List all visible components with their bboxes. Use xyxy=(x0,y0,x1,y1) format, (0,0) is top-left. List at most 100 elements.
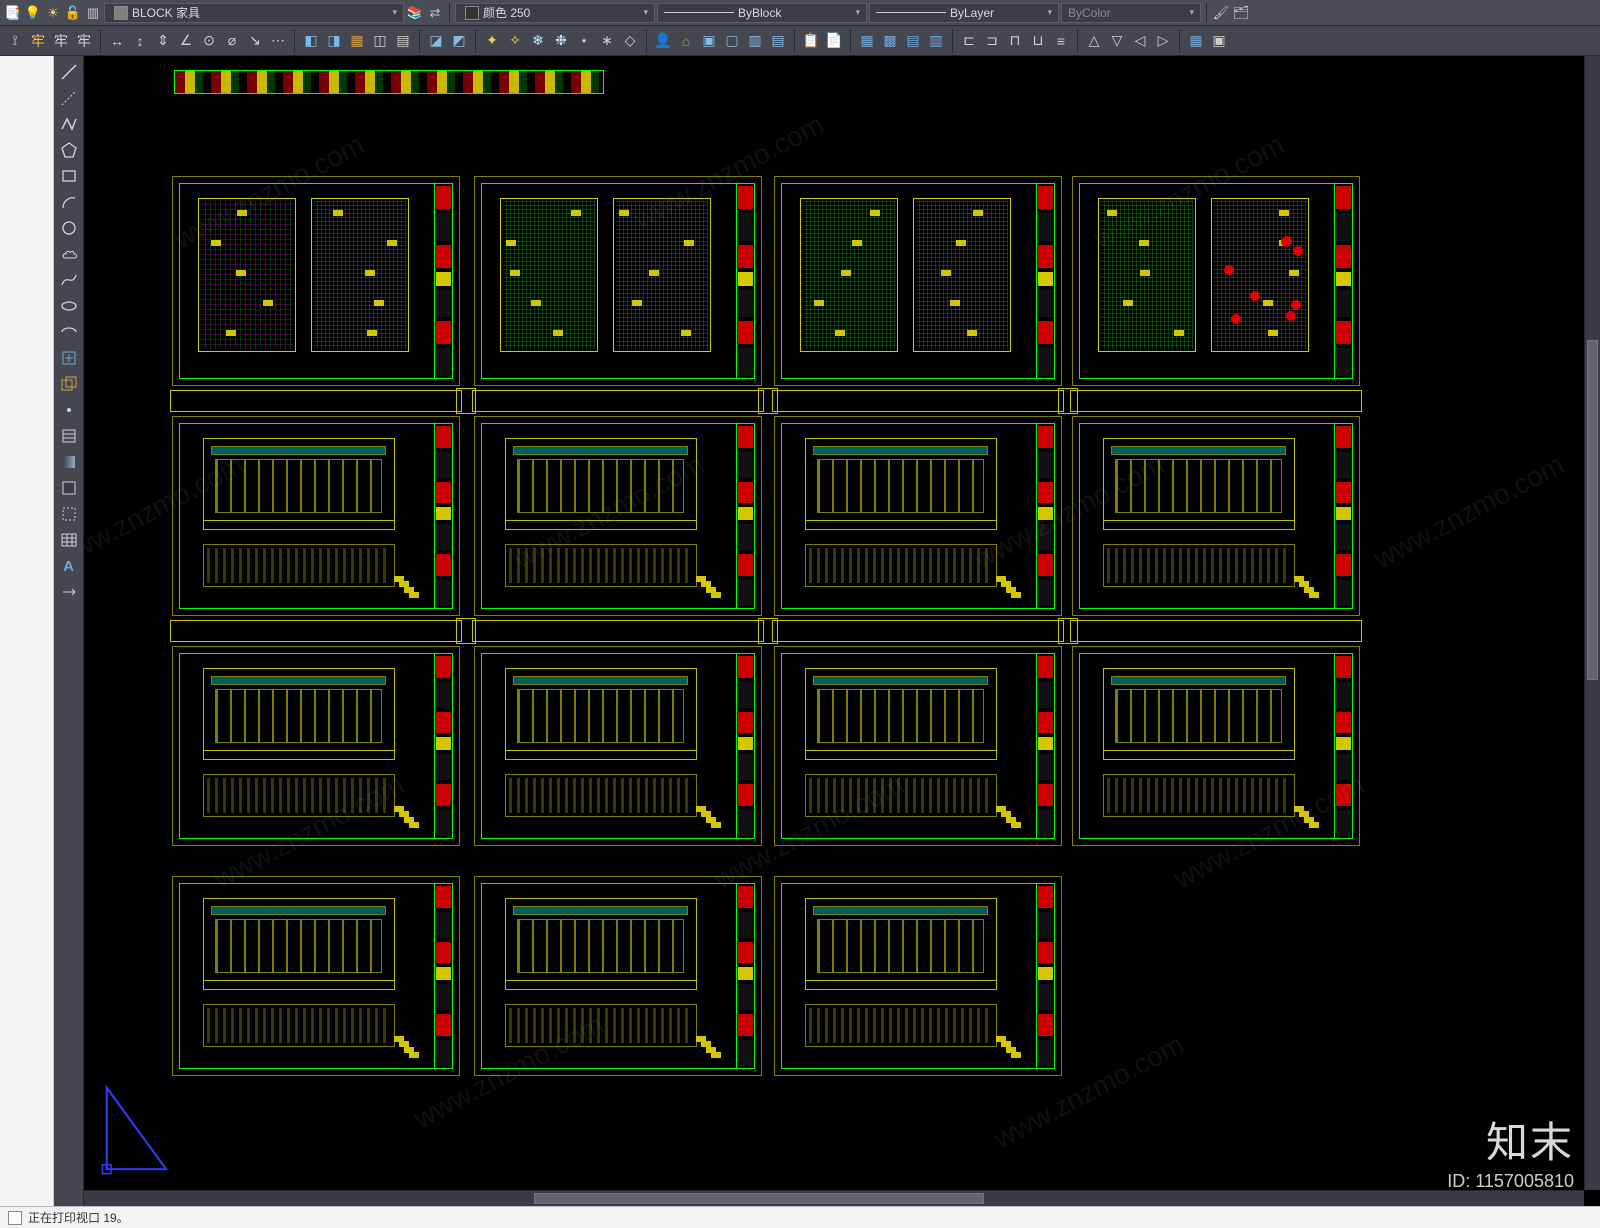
drawing-titleblock xyxy=(434,184,452,378)
grid-icon[interactable]: ▩ xyxy=(879,30,901,52)
scrollbar-thumb[interactable] xyxy=(1587,340,1598,680)
point-tool-icon[interactable] xyxy=(57,398,81,422)
tool-icon[interactable]: ◇ xyxy=(619,30,641,52)
tool-icon[interactable]: 牢 xyxy=(27,30,49,52)
horizontal-scrollbar[interactable] xyxy=(84,1190,1584,1206)
drawing-titleblock xyxy=(1334,654,1352,838)
box-icon[interactable]: ▢ xyxy=(721,30,743,52)
text-tool-icon[interactable]: A xyxy=(57,554,81,578)
block-icon[interactable]: ◧ xyxy=(300,30,322,52)
radius-icon[interactable]: ⊙ xyxy=(198,30,220,52)
linetype-dropdown[interactable]: ByBlock ▾ xyxy=(657,3,867,23)
chevron-down-icon: ▾ xyxy=(1047,7,1052,18)
clipboard-icon[interactable]: 📋 xyxy=(800,30,822,52)
ray-tool-icon[interactable] xyxy=(57,86,81,110)
viewcube-icon[interactable]: ◪ xyxy=(425,30,447,52)
layers-icon[interactable]: ▥ xyxy=(84,4,102,22)
tool-icon[interactable]: 牢 xyxy=(73,30,95,52)
line-tool-icon[interactable] xyxy=(57,60,81,84)
grid-icon[interactable]: ▥ xyxy=(925,30,947,52)
plotstyle-dropdown[interactable]: ByColor ▾ xyxy=(1061,3,1201,23)
ellipse-tool-icon[interactable] xyxy=(57,294,81,318)
lineweight-dropdown[interactable]: ByLayer ▾ xyxy=(869,3,1059,23)
box-icon[interactable]: ▥ xyxy=(744,30,766,52)
render-icon[interactable]: ◩ xyxy=(448,30,470,52)
polygon-tool-icon[interactable] xyxy=(57,138,81,162)
scrollbar-thumb[interactable] xyxy=(534,1193,984,1204)
angle-icon[interactable]: ∠ xyxy=(175,30,197,52)
table-icon[interactable]: ▣ xyxy=(1208,30,1230,52)
make-block-icon[interactable] xyxy=(57,372,81,396)
tool-icon[interactable]: ⟟ xyxy=(4,30,26,52)
lightbulb-icon[interactable]: 💡 xyxy=(24,4,42,22)
drawing-sheet xyxy=(172,416,460,616)
box-icon[interactable]: ▣ xyxy=(698,30,720,52)
align-icon[interactable]: ⊏ xyxy=(958,30,980,52)
leader-icon[interactable]: ↘ xyxy=(244,30,266,52)
light-icon[interactable]: ❄ xyxy=(527,30,549,52)
layer-manager-icon[interactable]: 📚 xyxy=(406,4,424,22)
constraint-icon[interactable]: ◁ xyxy=(1129,30,1151,52)
match-properties-icon[interactable]: 🖌 xyxy=(1212,4,1230,22)
palette-icon[interactable]: 🗂 xyxy=(1232,4,1250,22)
tool-icon[interactable]: ⋯ xyxy=(267,30,289,52)
dimension-icon[interactable]: ⇕ xyxy=(152,30,174,52)
vertical-scrollbar[interactable] xyxy=(1584,56,1600,1190)
light-icon[interactable]: ✦ xyxy=(481,30,503,52)
polyline-tool-icon[interactable] xyxy=(57,112,81,136)
revision-cloud-icon[interactable] xyxy=(57,242,81,266)
arc-tool-icon[interactable] xyxy=(57,190,81,214)
distribute-icon[interactable]: ≡ xyxy=(1050,30,1072,52)
rectangle-tool-icon[interactable] xyxy=(57,164,81,188)
color-label: 颜色 250 xyxy=(483,4,530,21)
tool-icon[interactable]: 👤 xyxy=(652,30,674,52)
light-icon[interactable]: ✧ xyxy=(504,30,526,52)
constraint-icon[interactable]: △ xyxy=(1083,30,1105,52)
insert-block-icon[interactable] xyxy=(57,346,81,370)
separator xyxy=(1206,3,1207,23)
model-space-canvas[interactable] xyxy=(84,56,1600,1206)
drawing-sheet xyxy=(774,416,1062,616)
sun-icon[interactable]: ☀ xyxy=(44,4,62,22)
boundary-tool-icon[interactable] xyxy=(57,502,81,526)
grid-icon[interactable]: ▤ xyxy=(902,30,924,52)
dimension-icon[interactable]: ↕ xyxy=(129,30,151,52)
region-tool-icon[interactable] xyxy=(57,476,81,500)
layer-dropdown[interactable]: BLOCK 家具 ▾ xyxy=(104,3,404,23)
clipboard-icon[interactable]: 📄 xyxy=(823,30,845,52)
lock-icon[interactable]: 🔓 xyxy=(64,4,82,22)
circle-tool-icon[interactable] xyxy=(57,216,81,240)
hatch-tool-icon[interactable] xyxy=(57,424,81,448)
tool-icon[interactable]: ◫ xyxy=(369,30,391,52)
align-icon[interactable]: ⊓ xyxy=(1004,30,1026,52)
extend-tool-icon[interactable] xyxy=(57,580,81,604)
gradient-tool-icon[interactable] xyxy=(57,450,81,474)
diameter-icon[interactable]: ⌀ xyxy=(221,30,243,52)
color-swatch xyxy=(465,6,479,20)
tool-icon[interactable]: 牢 xyxy=(50,30,72,52)
table-tool-icon[interactable] xyxy=(57,528,81,552)
align-icon[interactable]: ⊐ xyxy=(981,30,1003,52)
layer-match-icon[interactable]: ⇄ xyxy=(426,4,444,22)
table-icon[interactable]: ▦ xyxy=(1185,30,1207,52)
light-icon[interactable]: ❉ xyxy=(550,30,572,52)
align-icon[interactable]: ⊔ xyxy=(1027,30,1049,52)
box-icon[interactable]: ▤ xyxy=(767,30,789,52)
spline-tool-icon[interactable] xyxy=(57,268,81,292)
block-icon[interactable]: ◨ xyxy=(323,30,345,52)
drawing-viewport[interactable]: www.znzmo.com www.znzmo.com www.znzmo.co… xyxy=(84,56,1600,1206)
grid-icon[interactable]: ▦ xyxy=(856,30,878,52)
constraint-icon[interactable]: ▽ xyxy=(1106,30,1128,52)
tool-icon[interactable]: ⌂ xyxy=(675,30,697,52)
tool-icon[interactable]: ∗ xyxy=(596,30,618,52)
color-dropdown[interactable]: 颜色 250 ▾ xyxy=(455,3,655,23)
drawing-sheet xyxy=(1072,176,1360,386)
hatch-icon[interactable]: ▦ xyxy=(346,30,368,52)
dimension-icon[interactable]: ↔ xyxy=(106,30,128,52)
drawing-titleblock xyxy=(1036,184,1054,378)
tool-icon[interactable]: ⋆ xyxy=(573,30,595,52)
layer-states-icon[interactable]: 📑 xyxy=(4,4,22,22)
ellipse-arc-icon[interactable] xyxy=(57,320,81,344)
tool-icon[interactable]: ▤ xyxy=(392,30,414,52)
constraint-icon[interactable]: ▷ xyxy=(1152,30,1174,52)
